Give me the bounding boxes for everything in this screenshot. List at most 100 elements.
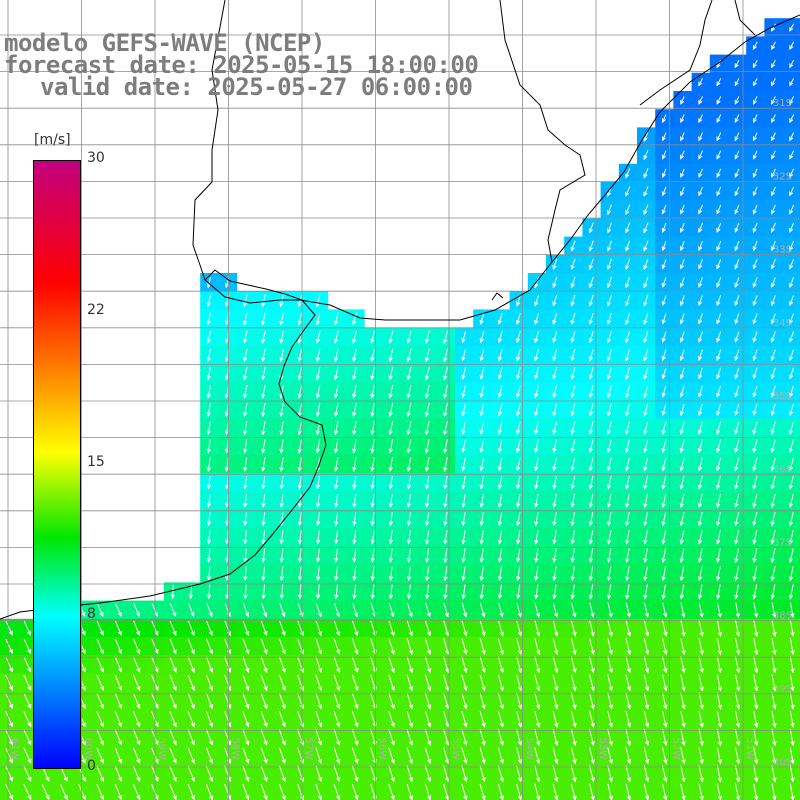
wind-arrow [716,475,721,490]
wind-arrow [406,512,412,527]
wind-arrow [206,512,212,527]
wind-arrow [588,312,594,325]
wind-arrow [662,638,668,656]
wind-arrow [278,656,286,673]
wind-arrow [297,584,303,600]
wind-arrow [206,348,212,363]
wind-arrow [23,711,32,728]
wind-arrow [424,656,432,674]
wind-arrow [698,692,704,710]
wind-arrow [479,584,485,600]
wind-arrow [534,385,539,399]
wind-arrow [680,729,686,747]
wind-arrow [734,331,740,343]
wind-arrow [260,638,268,655]
wind-arrow [534,312,539,325]
wind-arrow [261,330,266,344]
wind-arrow [534,638,541,656]
wind-arrow [625,367,631,381]
wind-arrow [351,747,359,765]
wind-arrow [315,402,321,418]
wind-arrow [333,348,339,363]
wind-arrow [132,693,141,710]
wind-arrow [443,566,448,582]
wind-arrow [479,331,485,344]
wind-arrow [679,331,685,343]
wind-arrow [752,295,758,307]
wind-arrow [205,692,214,710]
wind-arrow [589,619,595,637]
wind-arrow [388,330,394,344]
wind-arrow [352,475,357,490]
wind-arrow [351,638,359,655]
wind-arrow [607,619,613,637]
wind-arrow [461,584,466,600]
wind-arrow [643,493,648,509]
wind-arrow [425,512,430,527]
wind-arrow [570,312,576,325]
wind-arrow [734,78,740,87]
wind-arrow [516,548,521,564]
wind-arrow [589,729,595,747]
wind-arrow [279,312,284,326]
wind-arrow [643,330,649,344]
wind-arrow [443,330,449,345]
wind-arrow [515,385,521,399]
wind-arrow [552,638,559,656]
wind-arrow [643,186,649,197]
wind-arrow [187,711,195,728]
wind-arrow [279,421,284,436]
wind-arrow [698,295,703,307]
wind-arrow [243,548,248,563]
wind-arrow [661,403,667,417]
wind-arrow [388,366,394,381]
wind-arrow [734,439,740,454]
colorbar-tick-22: 22 [87,302,105,318]
wind-arrow [5,693,14,710]
wind-arrow [789,23,795,32]
wind-arrow [333,602,340,618]
wind-arrow [788,439,794,454]
wind-arrow [424,348,430,363]
wind-arrow [734,457,740,472]
wind-arrow [570,747,577,765]
wind-arrow [534,475,539,490]
wind-arrow [388,439,394,454]
wind-arrow [243,494,248,508]
wind-arrow [352,366,357,381]
wind-speed-field [0,18,800,800]
wind-arrow [315,747,323,765]
wind-arrow [588,457,594,472]
wind-arrow [716,313,722,325]
latitude-label: 40S [773,757,792,768]
wind-arrow [716,385,721,398]
wind-arrow [789,59,795,69]
wind-arrow [352,512,357,527]
wind-arrow [752,547,758,564]
wind-arrow [625,475,630,490]
wind-arrow [661,421,667,435]
wind-arrow [752,367,758,380]
wind-arrow [770,566,776,582]
wind-arrow [734,114,740,124]
wind-arrow [243,402,248,418]
wind-arrow [516,656,523,674]
wind-arrow [388,512,394,527]
wind-arrow [643,385,649,399]
wind-arrow [242,747,250,764]
wind-arrow [570,729,577,747]
wind-arrow [697,385,703,398]
wind-arrow [206,584,212,600]
wind-arrow [698,114,703,124]
wind-arrow [716,656,722,674]
wind-arrow [516,729,523,746]
wind-arrow [425,548,430,564]
wind-arrow [770,277,776,288]
wind-arrow [679,277,685,288]
wind-arrow [443,530,448,545]
wind-arrow [96,656,104,673]
wind-arrow [661,204,667,215]
wind-arrow [625,222,631,234]
wind-arrow [516,566,521,582]
